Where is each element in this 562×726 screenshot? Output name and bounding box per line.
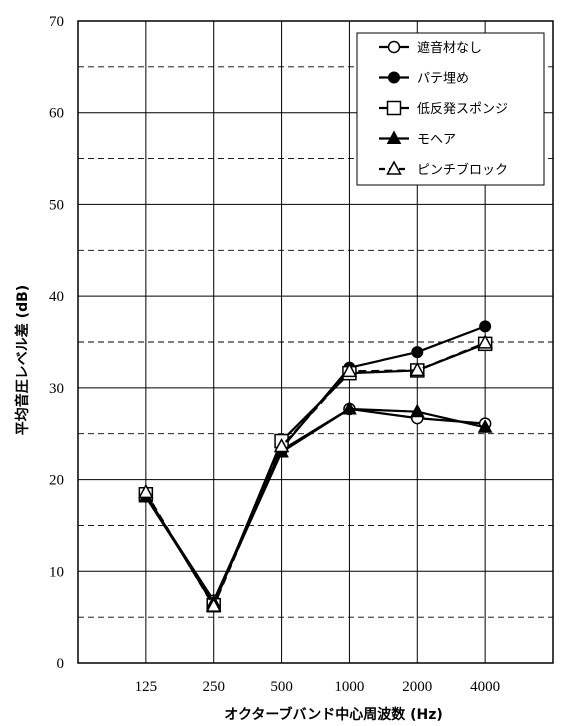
legend: 遮音材なしパテ埋め低反発スポンジモヘアピンチブロック (357, 33, 544, 185)
legend-marker (389, 72, 400, 83)
x-tick-label: 2000 (402, 679, 432, 695)
x-tick-label: 125 (135, 679, 158, 695)
y-tick-label: 10 (49, 564, 64, 580)
x-tick-label: 1000 (334, 679, 364, 695)
series-line (146, 344, 485, 605)
data-point (412, 347, 423, 358)
legend-marker (389, 42, 400, 53)
legend-item: 低反発スポンジ (379, 102, 508, 118)
data-point (480, 321, 491, 332)
series-layer (139, 321, 491, 612)
y-axis-title: 平均音圧レベル差 (dB) (14, 285, 31, 435)
x-axis-title: オクターブバンド中心周波数 (Hz) (224, 706, 443, 723)
legend-label: ピンチブロック (417, 162, 508, 178)
y-tick-label: 60 (49, 106, 64, 122)
series-2 (140, 321, 490, 609)
y-tick-label: 0 (57, 656, 65, 672)
series-line (146, 326, 485, 603)
y-tick-label: 30 (49, 381, 64, 397)
y-tick-label: 20 (49, 473, 64, 489)
series-line (146, 409, 485, 601)
y-tick-label: 50 (49, 197, 64, 213)
series-4 (139, 402, 491, 608)
x-tick-label: 250 (202, 679, 225, 695)
y-tick-labels: 0 10 20 30 40 50 60 70 (49, 14, 64, 672)
legend-label: パテ埋め (417, 72, 469, 87)
x-tick-labels: 125 250 500 1000 2000 4000 (135, 679, 501, 695)
legend-marker (388, 102, 401, 115)
x-tick-label: 4000 (470, 679, 500, 695)
legend-label: 遮音材なし (417, 40, 482, 56)
y-tick-label: 70 (49, 14, 64, 30)
legend-label: モヘア (417, 133, 456, 148)
legend-label: 低反発スポンジ (417, 102, 508, 117)
x-tick-label: 500 (270, 679, 293, 695)
y-tick-label: 40 (49, 289, 64, 305)
series-line (146, 343, 485, 606)
